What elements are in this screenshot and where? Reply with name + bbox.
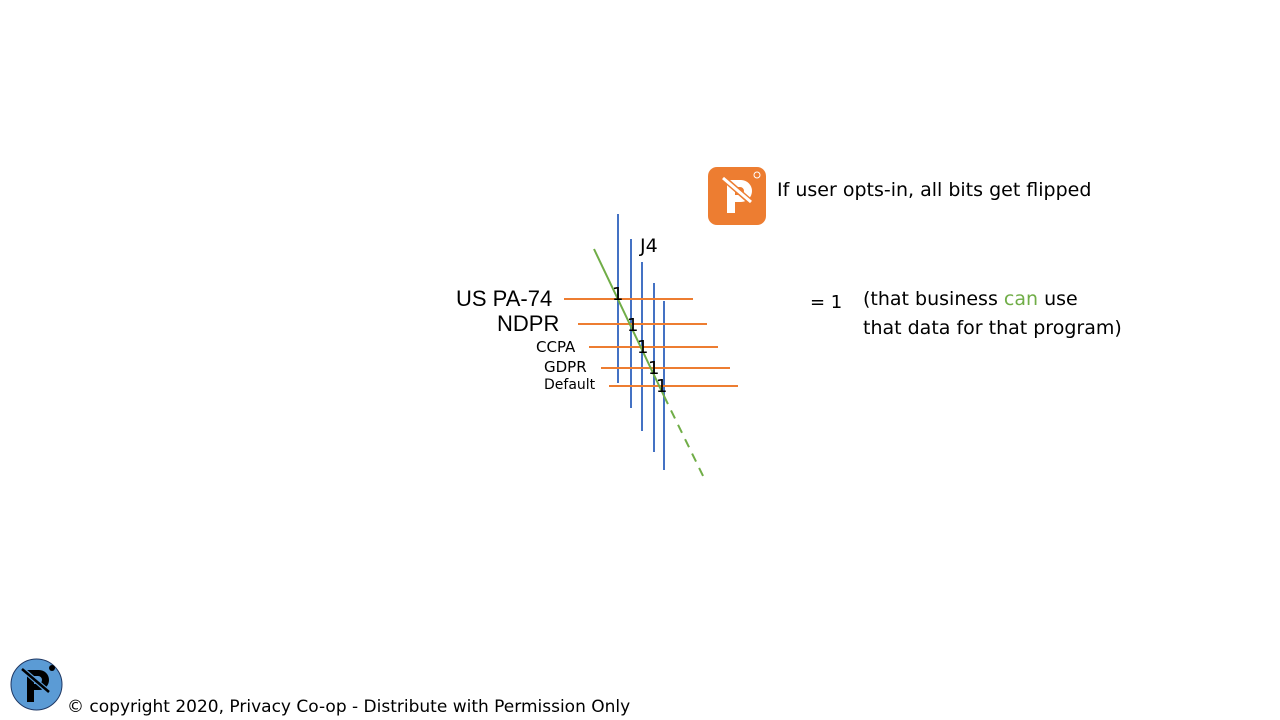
privacy-coop-logo-icon (708, 167, 766, 225)
bit-ndpr: 1 (627, 315, 639, 336)
diagonal-line-solid (593, 248, 665, 397)
privacy-coop-logo-icon (10, 658, 63, 711)
bit-default: 1 (656, 376, 668, 397)
equation: = 1 (810, 292, 843, 313)
row-label-us-pa-74: US PA-74 (456, 286, 553, 311)
bit-ccpa: 1 (637, 337, 649, 358)
explanation-highlight: can (1003, 288, 1039, 310)
bit-us-pa-74: 1 (612, 284, 624, 305)
explanation-line-1: (that business can use (863, 288, 1078, 310)
copyright-footer: © copyright 2020, Privacy Co-op - Distri… (67, 697, 631, 717)
row-label-default: Default (544, 377, 596, 393)
row-label-gdpr: GDPR (544, 358, 587, 376)
row-label-ndpr: NDPR (497, 311, 560, 336)
row-label-ccpa: CCPA (536, 338, 576, 356)
diagonal-line-dashed (663, 395, 707, 483)
bit-gdpr: 1 (648, 358, 660, 379)
explanation-line-2: that data for that program) (863, 317, 1122, 339)
explanation: (that business can use that data for tha… (863, 285, 1122, 343)
column-label-j4: J4 (640, 235, 658, 257)
opt-in-notice: If user opts-in, all bits get flipped (777, 179, 1092, 201)
